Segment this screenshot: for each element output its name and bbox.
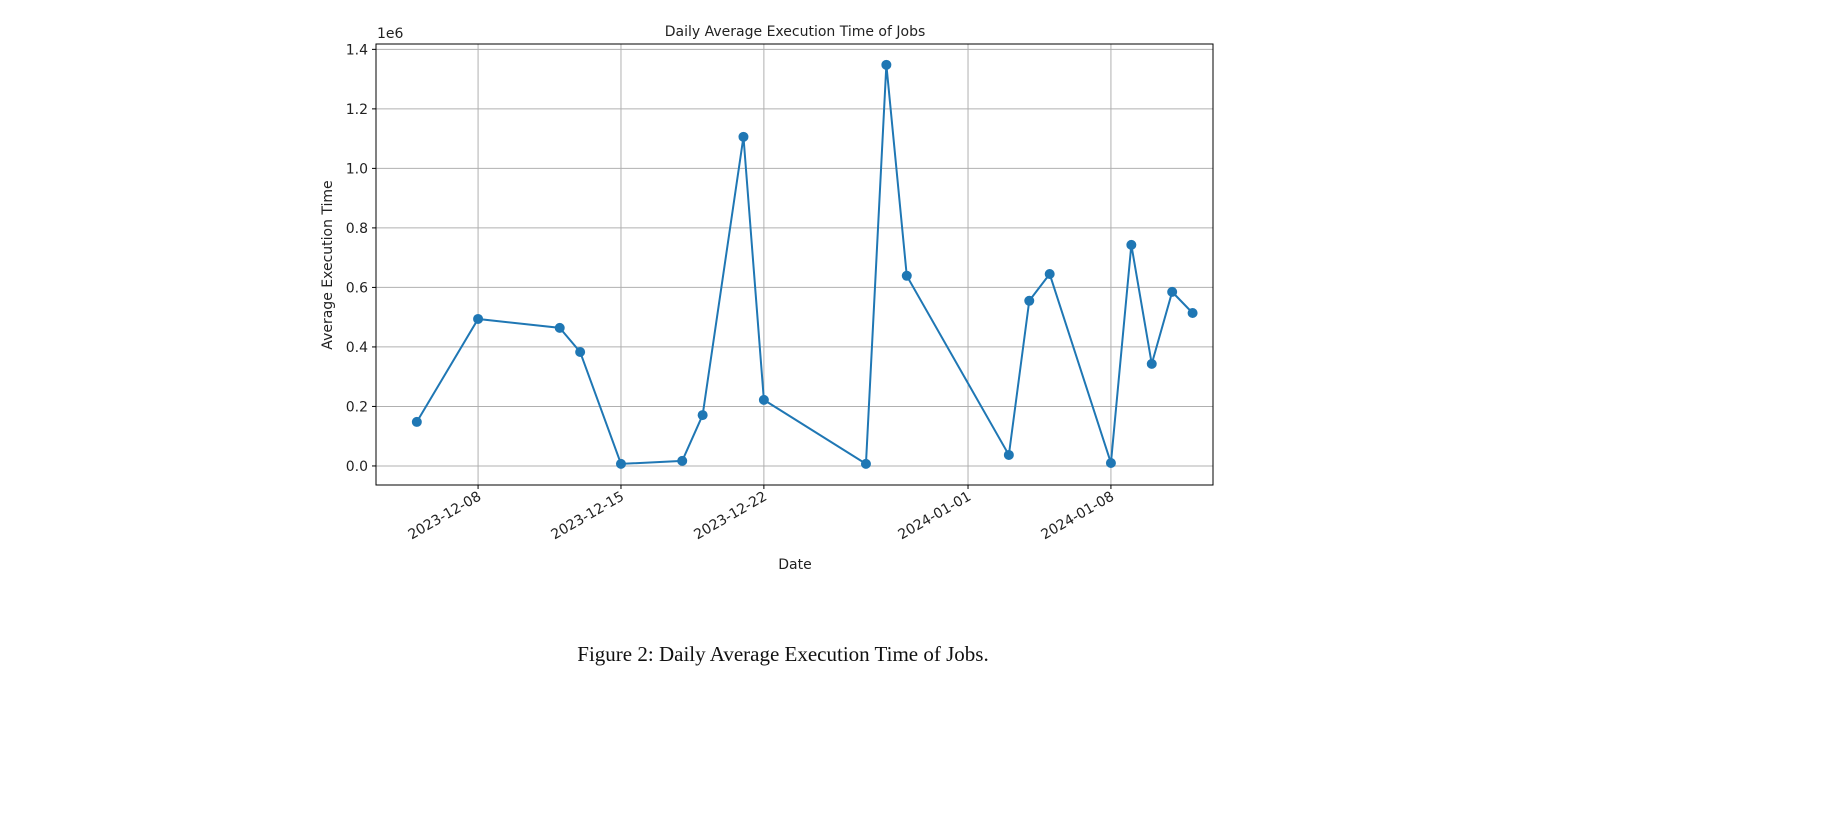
figure-caption: Figure 2: Daily Average Execution Time o… <box>577 642 989 666</box>
series <box>411 59 1198 469</box>
data-point <box>738 131 749 142</box>
x-tick-label: 2023-12-08 <box>406 489 484 544</box>
data-point <box>881 59 892 70</box>
data-point <box>1167 286 1178 297</box>
data-point <box>860 458 871 469</box>
data-point <box>1105 457 1116 468</box>
data-point <box>901 270 912 281</box>
x-tick-label: 2024-01-01 <box>896 489 974 544</box>
y-tick-label: 0.6 <box>346 280 368 296</box>
x-tick-label: 2023-12-15 <box>549 489 627 544</box>
y-tick-label: 0.4 <box>346 340 368 356</box>
y-tick-label: 0.0 <box>346 459 368 475</box>
y-tick-label: 0.8 <box>346 221 368 237</box>
series-line <box>415 64 1194 466</box>
data-point <box>697 410 708 421</box>
chart-title: Daily Average Execution Time of Jobs <box>665 24 926 40</box>
grid <box>376 44 1213 485</box>
data-point <box>1044 269 1055 280</box>
y-tick-label: 1.4 <box>346 42 368 58</box>
y-tick-label: 1.0 <box>346 161 368 177</box>
data-point <box>1003 449 1014 460</box>
ticks: 0.0 0.2 0.4 0.6 0.8 1.0 1.2 1.4 2023-12-08 2023-1… <box>346 42 1117 543</box>
x-axis-label: Date <box>778 557 811 573</box>
x-tick-label: 2023-12-22 <box>691 489 769 544</box>
data-point <box>758 394 769 405</box>
data-point <box>411 416 422 427</box>
data-point <box>677 455 688 466</box>
data-point <box>1024 295 1035 306</box>
chart: 0.0 0.2 0.4 0.6 0.8 1.0 1.2 1.4 2023-12-08 2023-1… <box>320 24 1214 573</box>
data-point <box>554 322 565 333</box>
y-tick-label: 1.2 <box>346 102 368 118</box>
y-tick-label: 0.2 <box>346 399 368 415</box>
data-point <box>615 458 626 469</box>
plot-frame <box>375 43 1214 486</box>
data-point <box>1146 358 1157 369</box>
data-point <box>1187 308 1198 319</box>
y-axis-label: Average Execution Time <box>320 180 336 349</box>
data-point <box>1126 239 1137 250</box>
data-point <box>473 313 484 324</box>
y-offset-label: 1e6 <box>377 26 404 42</box>
x-tick-label: 2024-01-08 <box>1038 489 1116 544</box>
data-point <box>575 346 586 357</box>
